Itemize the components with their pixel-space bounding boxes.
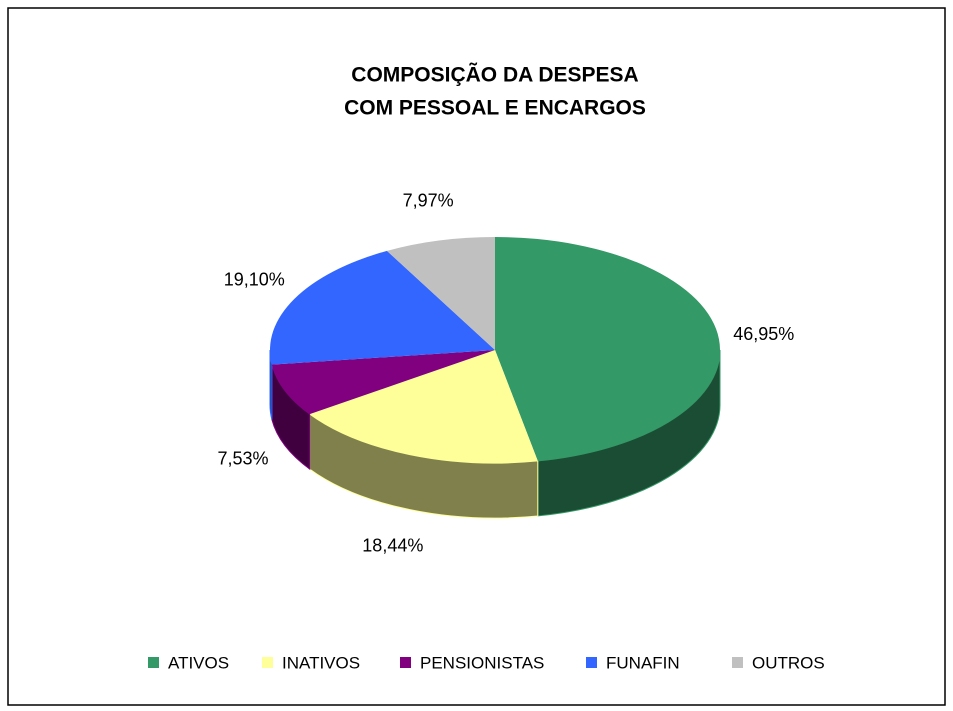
data-label: 46,95%: [733, 324, 794, 344]
legend-label: FUNAFIN: [606, 653, 680, 672]
pie-slice: [270, 250, 495, 365]
pie-slice: [271, 350, 495, 415]
data-label: 7,97%: [403, 191, 454, 211]
data-label: 19,10%: [224, 269, 285, 289]
data-label: 18,44%: [362, 535, 423, 555]
chart-title: COMPOSIÇÃO DA DESPESA: [351, 64, 638, 87]
pie-slice: [309, 350, 538, 463]
legend-label: INATIVOS: [282, 653, 360, 672]
pie-slice: [495, 237, 720, 461]
legend-swatch: [400, 657, 411, 668]
legend-swatch: [732, 657, 743, 668]
legend-label: PENSIONISTAS: [420, 653, 544, 672]
legend-swatch: [148, 657, 159, 668]
legend-label: ATIVOS: [168, 653, 229, 672]
data-label: 7,53%: [217, 449, 268, 469]
legend-label: OUTROS: [752, 653, 825, 672]
pie-slice: [386, 237, 495, 350]
legend-swatch: [262, 657, 273, 668]
chart-title: COM PESSOAL E ENCARGOS: [344, 97, 646, 120]
legend-swatch: [586, 657, 597, 668]
